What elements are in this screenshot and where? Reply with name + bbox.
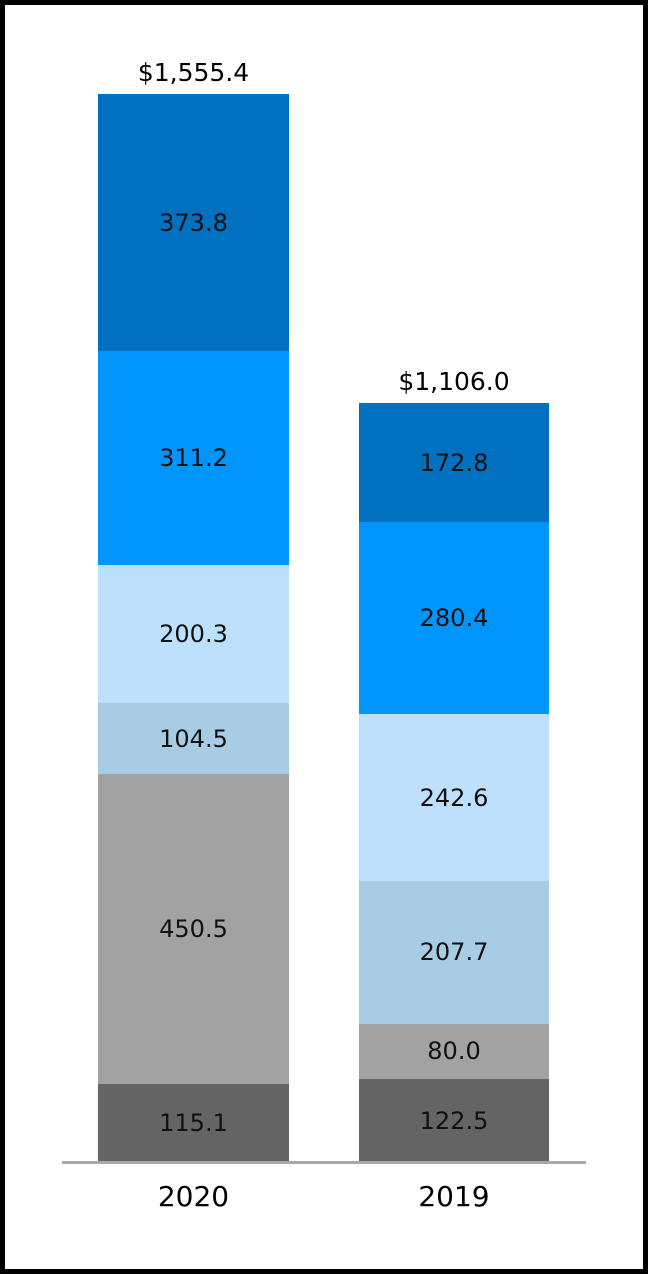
bar-segment: 373.8 [98,94,289,352]
bar-segments: 115.1 450.5 104.5 200.3 311.2 373.8 [98,94,289,1163]
bar-total-label: $1,106.0 [398,367,510,397]
segment-value-label: 207.7 [419,938,489,967]
segment-value-label: 450.5 [159,915,228,944]
bar-segment: 200.3 [98,565,289,703]
segment-value-label: 104.5 [159,724,228,753]
bar-segment: 115.1 [98,1083,289,1163]
segment-value-label: 122.5 [419,1106,489,1135]
x-axis-label-2019: 2019 [418,1180,490,1213]
segment-value-label: 311.2 [159,444,228,473]
bar-segment: 207.7 [359,881,549,1024]
bar-segment: 104.5 [98,702,289,775]
bar-segment: 122.5 [359,1078,549,1163]
segment-value-label: 80.0 [427,1037,481,1066]
segment-value-label: 115.1 [159,1109,228,1138]
bar-segments: 122.5 80.0 207.7 242.6 280.4 172.8 [359,403,549,1163]
bar-total-label: $1,555.4 [137,58,250,88]
segment-value-label: 242.6 [419,783,489,812]
x-axis-line [62,1161,586,1164]
bar-segment: 280.4 [359,521,549,715]
bar-segment: 450.5 [98,774,289,1084]
x-axis-label-2020: 2020 [157,1180,230,1213]
bar-segment: 172.8 [359,403,549,522]
segment-value-label: 172.8 [419,448,489,477]
bar-2019: $1,106.0 122.5 80.0 207.7 242.6 280.4 172.8 [359,367,549,1163]
segment-value-label: 280.4 [419,604,489,633]
segment-value-label: 373.8 [159,208,228,237]
bar-segment: 80.0 [359,1023,549,1079]
bar-segment: 311.2 [98,351,289,566]
bar-segment: 242.6 [359,714,549,882]
bar-2020: $1,555.4 115.1 450.5 104.5 200.3 311.2 373.8 [98,58,289,1163]
segment-value-label: 200.3 [159,619,228,648]
